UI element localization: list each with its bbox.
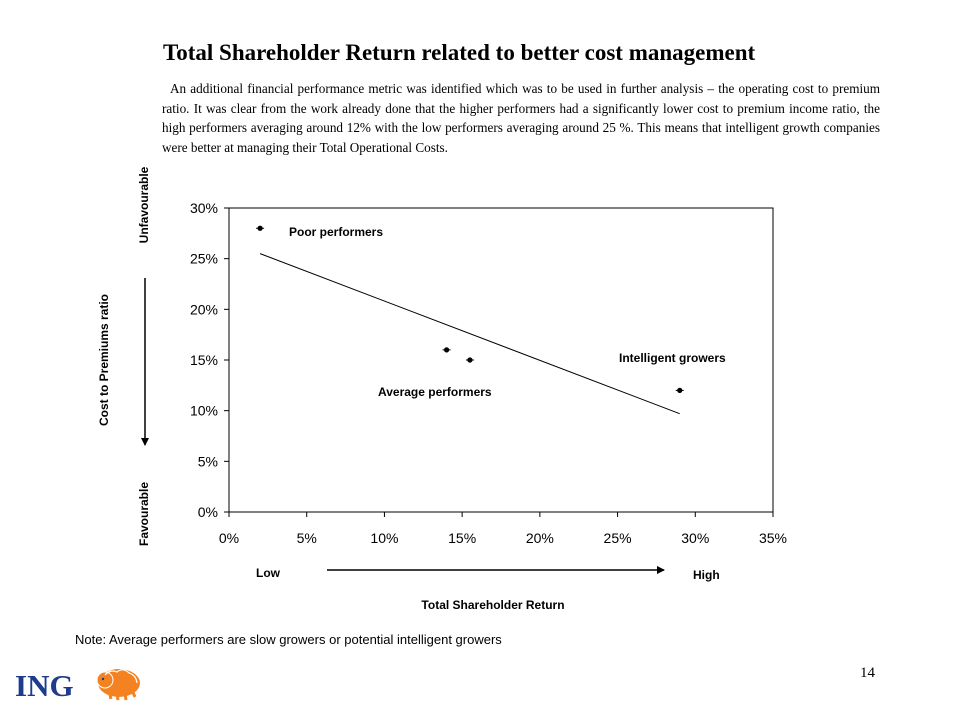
- intro-paragraph: An additional financial performance metr…: [162, 81, 880, 155]
- y-tick-label: 5%: [198, 453, 218, 469]
- y-label-favourable: Favourable: [137, 482, 151, 546]
- y-axis-label: Cost to Premiums ratio: [97, 294, 111, 426]
- annotation-intelligent-growers: Intelligent growers: [619, 351, 726, 365]
- data-points: [256, 225, 684, 393]
- footnote: Note: Average performers are slow grower…: [75, 632, 502, 647]
- page-number: 14: [860, 665, 875, 681]
- y-tick-label: 30%: [190, 200, 218, 216]
- y-tick-label: 0%: [198, 504, 218, 520]
- x-tick-label: 35%: [759, 530, 787, 546]
- y-tick-label: 15%: [190, 352, 218, 368]
- x-ticks: 0% 5% 10% 15% 20% 25% 30% 35%: [219, 512, 787, 546]
- x-tick-label: 20%: [526, 530, 554, 546]
- ing-logo: ING: [15, 668, 140, 703]
- lion-icon: [96, 669, 140, 701]
- logo-text: ING: [15, 668, 74, 703]
- x-tick-label: 25%: [604, 530, 632, 546]
- y-ticks: 0% 5% 10% 15% 20% 25% 30%: [190, 200, 229, 520]
- y-tick-label: 10%: [190, 403, 218, 419]
- plot-area: [228, 207, 774, 513]
- annotation-poor-performers: Poor performers: [289, 225, 383, 239]
- x-tick-label: 0%: [219, 530, 239, 546]
- slide-title: Total Shareholder Return related to bett…: [163, 40, 756, 65]
- x-tick-label: 30%: [681, 530, 709, 546]
- x-label-high: High: [693, 568, 720, 582]
- trend-line: [259, 253, 680, 415]
- y-tick-label: 20%: [190, 301, 218, 317]
- x-tick-label: 10%: [370, 530, 398, 546]
- x-tick-label: 5%: [297, 530, 317, 546]
- x-label-low: Low: [256, 566, 281, 580]
- y-tick-label: 25%: [190, 251, 218, 267]
- annotation-average-performers: Average performers: [378, 385, 492, 399]
- x-tick-label: 15%: [448, 530, 476, 546]
- x-axis-label: Total Shareholder Return: [421, 598, 564, 612]
- y-label-unfavourable: Unfavourable: [137, 166, 151, 243]
